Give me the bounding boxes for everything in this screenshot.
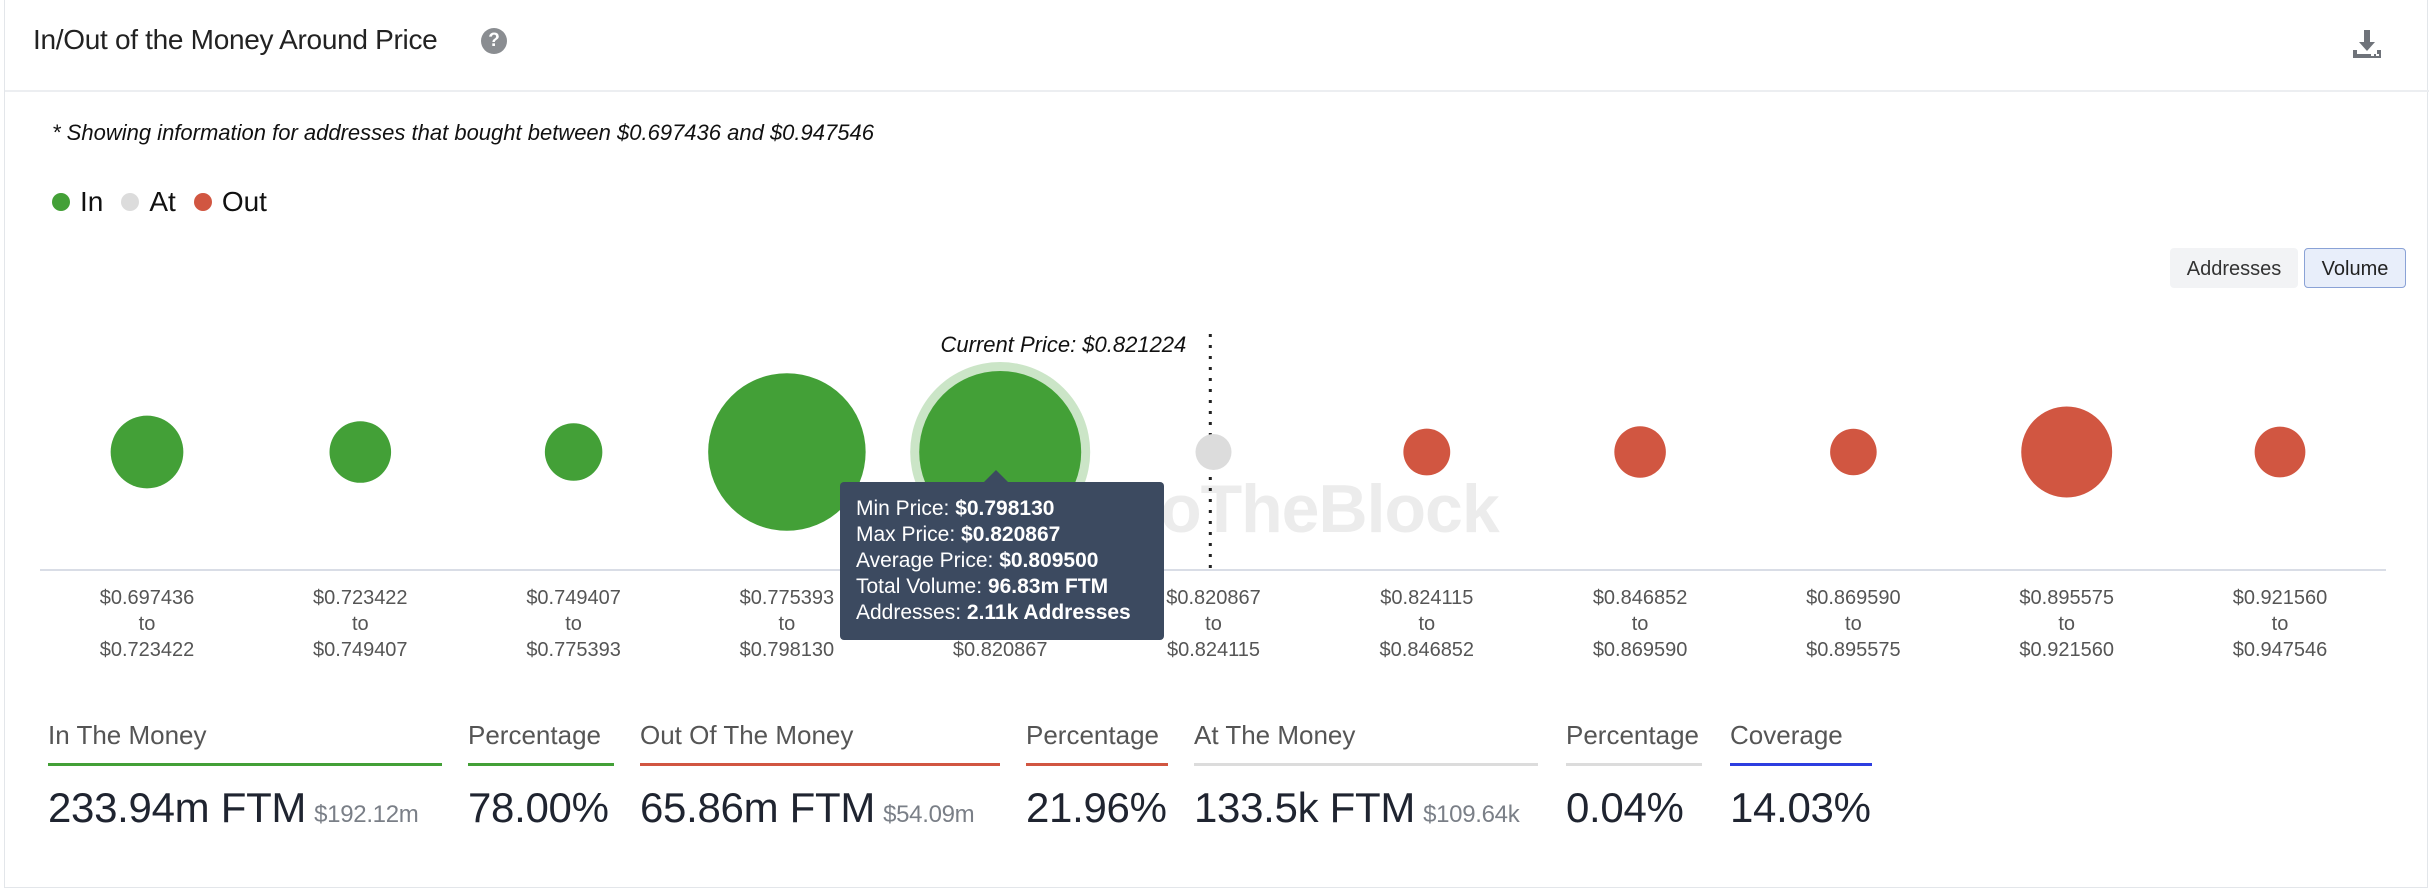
tick-label-to: to — [779, 613, 796, 635]
range-note: * Showing information for addresses that… — [52, 120, 874, 145]
legend-in[interactable]: In — [52, 186, 103, 218]
tooltip-row: Average Price: $0.809500 — [856, 549, 1099, 572]
stat-label: At The Money — [1194, 720, 1538, 766]
legend-in-swatch — [52, 193, 70, 211]
bubble-in[interactable] — [329, 421, 392, 483]
stat-out-of-the-money: Out Of The Money 65.86m FTM $54.09m — [640, 720, 1000, 832]
stat-label: Coverage — [1730, 720, 1872, 766]
stat-label: Out Of The Money — [640, 720, 1000, 766]
bubble-out[interactable] — [1614, 426, 1666, 478]
legend-in-label: In — [80, 186, 104, 217]
stat-label: Percentage — [1026, 720, 1168, 766]
tick-label-to: to — [2272, 613, 2289, 635]
bubble-out[interactable] — [1403, 428, 1451, 476]
tick-label-to: to — [2058, 613, 2075, 635]
tick-label-price: $0.775393 — [526, 639, 621, 661]
tick-label-price: $0.749407 — [313, 639, 408, 661]
tick-label-price: $0.895575 — [2019, 587, 2114, 609]
stat-value: 233.94m FTM $192.12m — [48, 784, 419, 831]
help-icon[interactable]: ? — [481, 28, 507, 54]
chart-card: In/Out of the Money Around Price ? — [4, 0, 2429, 888]
tick-label-price: $0.820867 — [953, 639, 1048, 661]
tick-label-to: to — [1845, 613, 1862, 635]
stat-label: In The Money — [48, 720, 442, 766]
stat-value: 14.03% — [1730, 784, 1871, 831]
tick-label-price: $0.921560 — [2233, 587, 2328, 609]
tick-label-price: $0.895575 — [1806, 639, 1901, 661]
stat-at-percentage: Percentage 0.04% — [1566, 720, 1702, 832]
tick-label-to: to — [1205, 613, 1222, 635]
bubble-at[interactable] — [1195, 434, 1232, 470]
tick-label-price: $0.697436 — [100, 587, 195, 609]
tooltip-row: Total Volume: 96.83m FTM — [856, 575, 1109, 598]
tick-label-price: $0.749407 — [526, 587, 621, 609]
download-icon[interactable] — [2349, 26, 2385, 62]
tooltip-row: Max Price: $0.820867 — [856, 523, 1061, 546]
addresses-toggle-button[interactable]: Addresses — [2170, 248, 2298, 288]
tick-label-price: $0.775393 — [740, 587, 835, 609]
page-title: In/Out of the Money Around Price — [33, 24, 438, 55]
tick-label-to: to — [139, 613, 156, 635]
chart-legend: In At Out — [52, 186, 285, 218]
bubble-chart: Current Price: $0.821224 $0.697436 to $0.72… — [40, 332, 2386, 661]
chart-tooltip: Min Price: $0.798130 Max Price: $0.82086… — [840, 482, 1164, 640]
tick-label-price: $0.869590 — [1806, 587, 1901, 609]
tick-label-to: to — [565, 613, 582, 635]
tick-label-price: $0.824115 — [1167, 639, 1260, 661]
legend-out-label: Out — [221, 186, 267, 217]
bubble-in[interactable] — [110, 415, 184, 489]
stat-label: Percentage — [1566, 720, 1702, 766]
bubble-out[interactable] — [2254, 426, 2306, 478]
stat-at-the-money: At The Money 133.5k FTM $109.64k — [1194, 720, 1538, 832]
bubble-in[interactable] — [708, 373, 866, 531]
stat-value: 78.00% — [468, 784, 609, 831]
volume-toggle-button[interactable]: Volume — [2304, 248, 2406, 288]
legend-at-swatch — [121, 193, 140, 211]
stat-out-percentage: Percentage 21.96% — [1026, 720, 1168, 832]
stat-in-the-money: In The Money 233.94m FTM $192.12m — [48, 720, 442, 832]
tick-label-to: to — [1418, 613, 1435, 635]
stat-coverage: Coverage 14.03% — [1730, 720, 1872, 832]
legend-at-label: At — [149, 186, 176, 217]
stat-value: 65.86m FTM $54.09m — [640, 784, 975, 831]
tick-label-price: $0.824115 — [1380, 587, 1473, 609]
legend-out[interactable]: Out — [193, 186, 267, 218]
tick-label-price: $0.723422 — [100, 639, 195, 661]
tick-label-price: $0.846852 — [1380, 639, 1475, 661]
tick-label-to: to — [1632, 613, 1649, 635]
tooltip-row: Min Price: $0.798130 — [856, 497, 1055, 520]
tick-label-price: $0.947546 — [2233, 639, 2328, 661]
bubble-out[interactable] — [1830, 428, 1877, 476]
tick-label-price: $0.723422 — [313, 587, 408, 609]
tick-label-to: to — [352, 613, 369, 635]
tick-label-price: $0.846852 — [1593, 587, 1688, 609]
stat-label: Percentage — [468, 720, 614, 766]
tooltip-row: Addresses: 2.11k Addresses — [856, 601, 1131, 624]
card-header: In/Out of the Money Around Price ? — [5, 0, 2429, 92]
bubble-out[interactable] — [2021, 406, 2113, 498]
stat-in-percentage: Percentage 78.00% — [468, 720, 614, 832]
stat-value: 133.5k FTM $109.64k — [1194, 784, 1520, 831]
tick-label-price: $0.820867 — [1166, 587, 1261, 609]
legend-out-swatch — [193, 193, 212, 211]
legend-at[interactable]: At — [121, 186, 176, 218]
tick-label-price: $0.798130 — [740, 639, 835, 661]
bubble-in[interactable] — [544, 423, 603, 481]
current-price-label: Current Price: $0.821224 — [940, 332, 1186, 357]
tick-label-price: $0.869590 — [1593, 639, 1688, 661]
tooltip-arrow — [984, 470, 1008, 482]
stat-value: 21.96% — [1026, 784, 1167, 831]
tick-label-price: $0.921560 — [2019, 639, 2114, 661]
stat-value: 0.04% — [1566, 784, 1684, 831]
